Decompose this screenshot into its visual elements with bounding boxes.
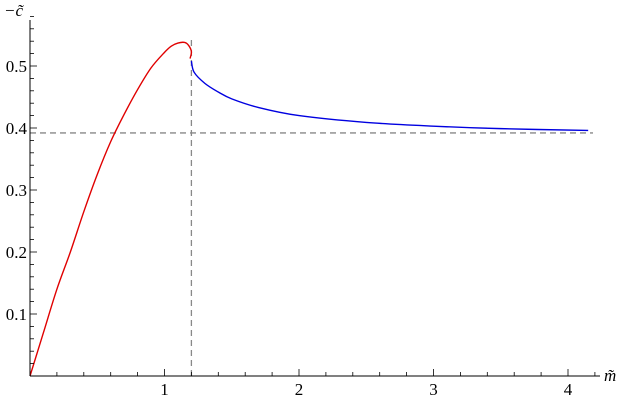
x-axis-title: m̃ bbox=[604, 366, 616, 385]
x-tick-label: 2 bbox=[295, 380, 304, 399]
y-ticks: 0.1 0.2 0.3 0.4 0.5 bbox=[6, 15, 37, 365]
y-tick-label: 0.5 bbox=[6, 57, 27, 76]
x-ticks: 1 2 3 4 bbox=[56, 369, 596, 399]
y-tick-label: 0.3 bbox=[6, 181, 27, 200]
reference-lines bbox=[30, 37, 593, 376]
axes bbox=[29, 20, 600, 377]
y-tick-label: 0.4 bbox=[6, 119, 28, 138]
series-line-2 bbox=[190, 60, 589, 132]
x-tick-label: 4 bbox=[564, 380, 573, 399]
series-line-1 bbox=[29, 41, 193, 377]
x-tick-label: 1 bbox=[160, 380, 169, 399]
x-tick-label: 3 bbox=[429, 380, 438, 399]
series-group bbox=[29, 41, 589, 377]
y-tick-label: 0.2 bbox=[6, 243, 27, 262]
y-tick-label: 0.1 bbox=[6, 305, 27, 324]
y-axis-title: −c̃ bbox=[4, 1, 24, 20]
